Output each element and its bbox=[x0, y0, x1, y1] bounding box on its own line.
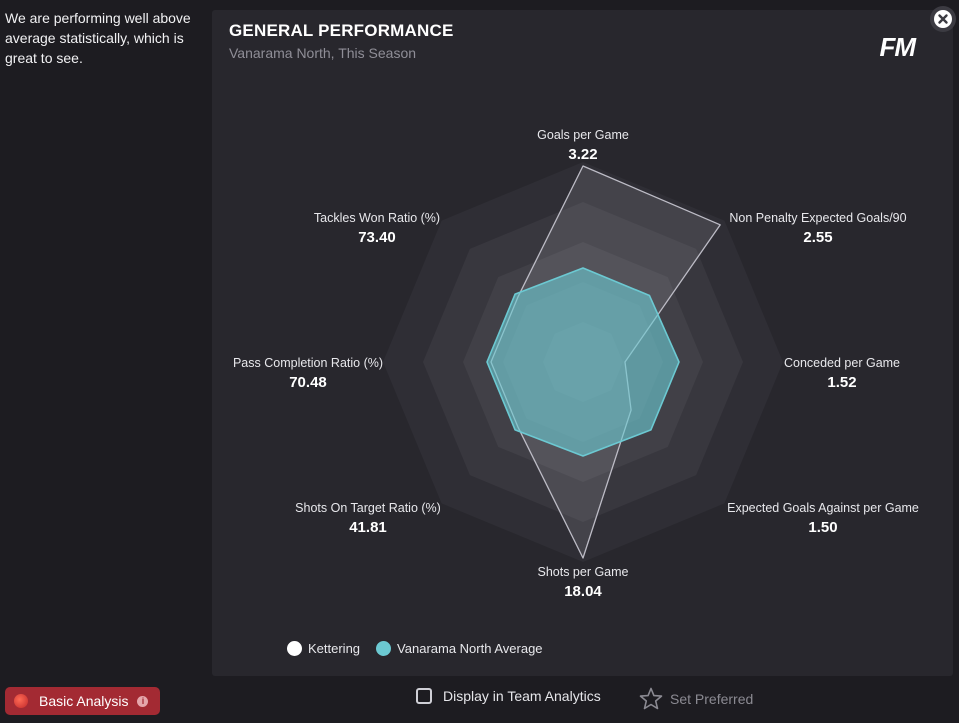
axis-label: Shots On Target Ratio (%) bbox=[295, 501, 441, 515]
series-polygon-average bbox=[486, 267, 680, 457]
legend-dot-team bbox=[287, 641, 302, 656]
star-icon bbox=[639, 687, 663, 710]
legend-item-team: Kettering bbox=[287, 641, 360, 656]
close-icon bbox=[934, 10, 952, 28]
axis-value: 3.22 bbox=[568, 146, 597, 163]
display-team-analytics-toggle[interactable]: Display in Team Analytics bbox=[416, 688, 601, 704]
legend-label-team: Kettering bbox=[308, 641, 361, 656]
bottom-bar: Basic Analysis i Display in Team Analyti… bbox=[0, 684, 959, 723]
axis-value: 18.04 bbox=[564, 583, 602, 600]
legend-label-average: Vanarama North Average bbox=[397, 641, 543, 656]
analysis-level-icon bbox=[14, 694, 28, 708]
axis-value: 1.52 bbox=[827, 374, 856, 391]
axis-label: Shots per Game bbox=[537, 565, 628, 579]
chart-legend: Kettering Vanarama North Average bbox=[287, 641, 543, 656]
set-preferred-button[interactable]: Set Preferred bbox=[638, 686, 753, 712]
basic-analysis-button[interactable]: Basic Analysis i bbox=[5, 687, 160, 715]
checkbox-icon[interactable] bbox=[416, 688, 432, 704]
panel-subtitle: Vanarama North, This Season bbox=[229, 45, 417, 61]
axis-label: Conceded per Game bbox=[784, 356, 900, 370]
performance-summary: We are performing well above average sta… bbox=[5, 10, 191, 66]
basic-analysis-label: Basic Analysis bbox=[39, 693, 129, 709]
axis-label: Non Penalty Expected Goals/90 bbox=[729, 211, 906, 225]
axis-label: Pass Completion Ratio (%) bbox=[233, 356, 383, 370]
info-icon[interactable]: i bbox=[137, 695, 149, 707]
axis-label: Goals per Game bbox=[537, 128, 629, 142]
axis-label: Tackles Won Ratio (%) bbox=[314, 211, 440, 225]
close-button[interactable] bbox=[930, 6, 956, 32]
legend-item-average: Vanarama North Average bbox=[376, 641, 543, 656]
axis-value: 1.50 bbox=[808, 519, 837, 536]
axis-value: 73.40 bbox=[358, 229, 396, 246]
axis-value: 2.55 bbox=[803, 229, 832, 246]
axis-label: Expected Goals Against per Game bbox=[727, 501, 919, 515]
axis-value: 41.81 bbox=[349, 519, 387, 536]
panel-title: GENERAL PERFORMANCE bbox=[229, 21, 454, 40]
legend-dot-average bbox=[376, 641, 392, 656]
display-team-analytics-label: Display in Team Analytics bbox=[443, 688, 601, 704]
set-preferred-label: Set Preferred bbox=[670, 691, 754, 707]
fm-logo: FM bbox=[879, 32, 916, 62]
axis-value: 70.48 bbox=[289, 374, 327, 391]
